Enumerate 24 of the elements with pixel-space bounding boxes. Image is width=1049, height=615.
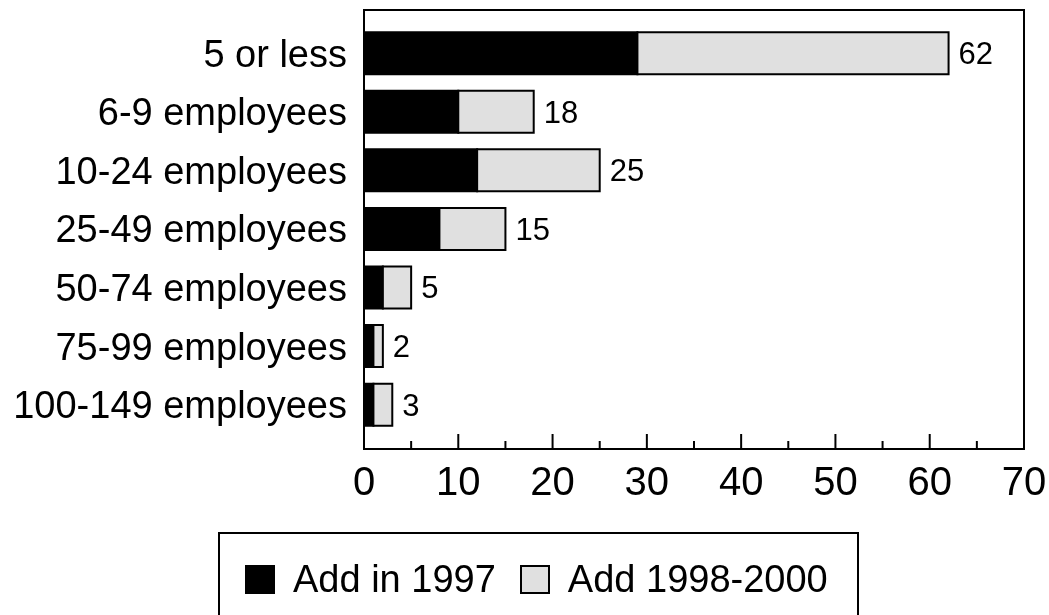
- x-tick-label: 40: [718, 459, 764, 503]
- x-tick-label: 20: [530, 459, 575, 503]
- legend-label: Add in 1997: [293, 558, 496, 601]
- y-tick-label: 5 or less: [203, 32, 347, 75]
- y-tick-label: 10-24 employees: [55, 149, 347, 192]
- x-tick-label: 30: [624, 459, 670, 503]
- y-tick-label: 50-74 employees: [55, 267, 347, 310]
- legend-label: Add 1998-2000: [567, 558, 828, 601]
- total-label: 18: [543, 94, 579, 130]
- total-label: 15: [515, 211, 550, 247]
- total-label: 5: [421, 270, 439, 306]
- x-tick-label: 0: [352, 459, 376, 503]
- total-label: 62: [958, 36, 994, 72]
- x-tick-label: 60: [907, 459, 952, 503]
- x-tick-label: 10: [436, 459, 481, 503]
- x-tick-label: 70: [1001, 459, 1047, 503]
- y-tick-label: 100-149 employees: [13, 384, 347, 427]
- y-tick-label: 25-49 employees: [55, 208, 347, 251]
- y-tick-label: 75-99 employees: [55, 325, 347, 368]
- x-tick-label: 50: [813, 459, 858, 503]
- total-label: 3: [402, 387, 420, 423]
- total-label: 2: [392, 329, 411, 365]
- total-label: 25: [609, 153, 645, 189]
- y-tick-label: 6-9 employees: [97, 91, 347, 134]
